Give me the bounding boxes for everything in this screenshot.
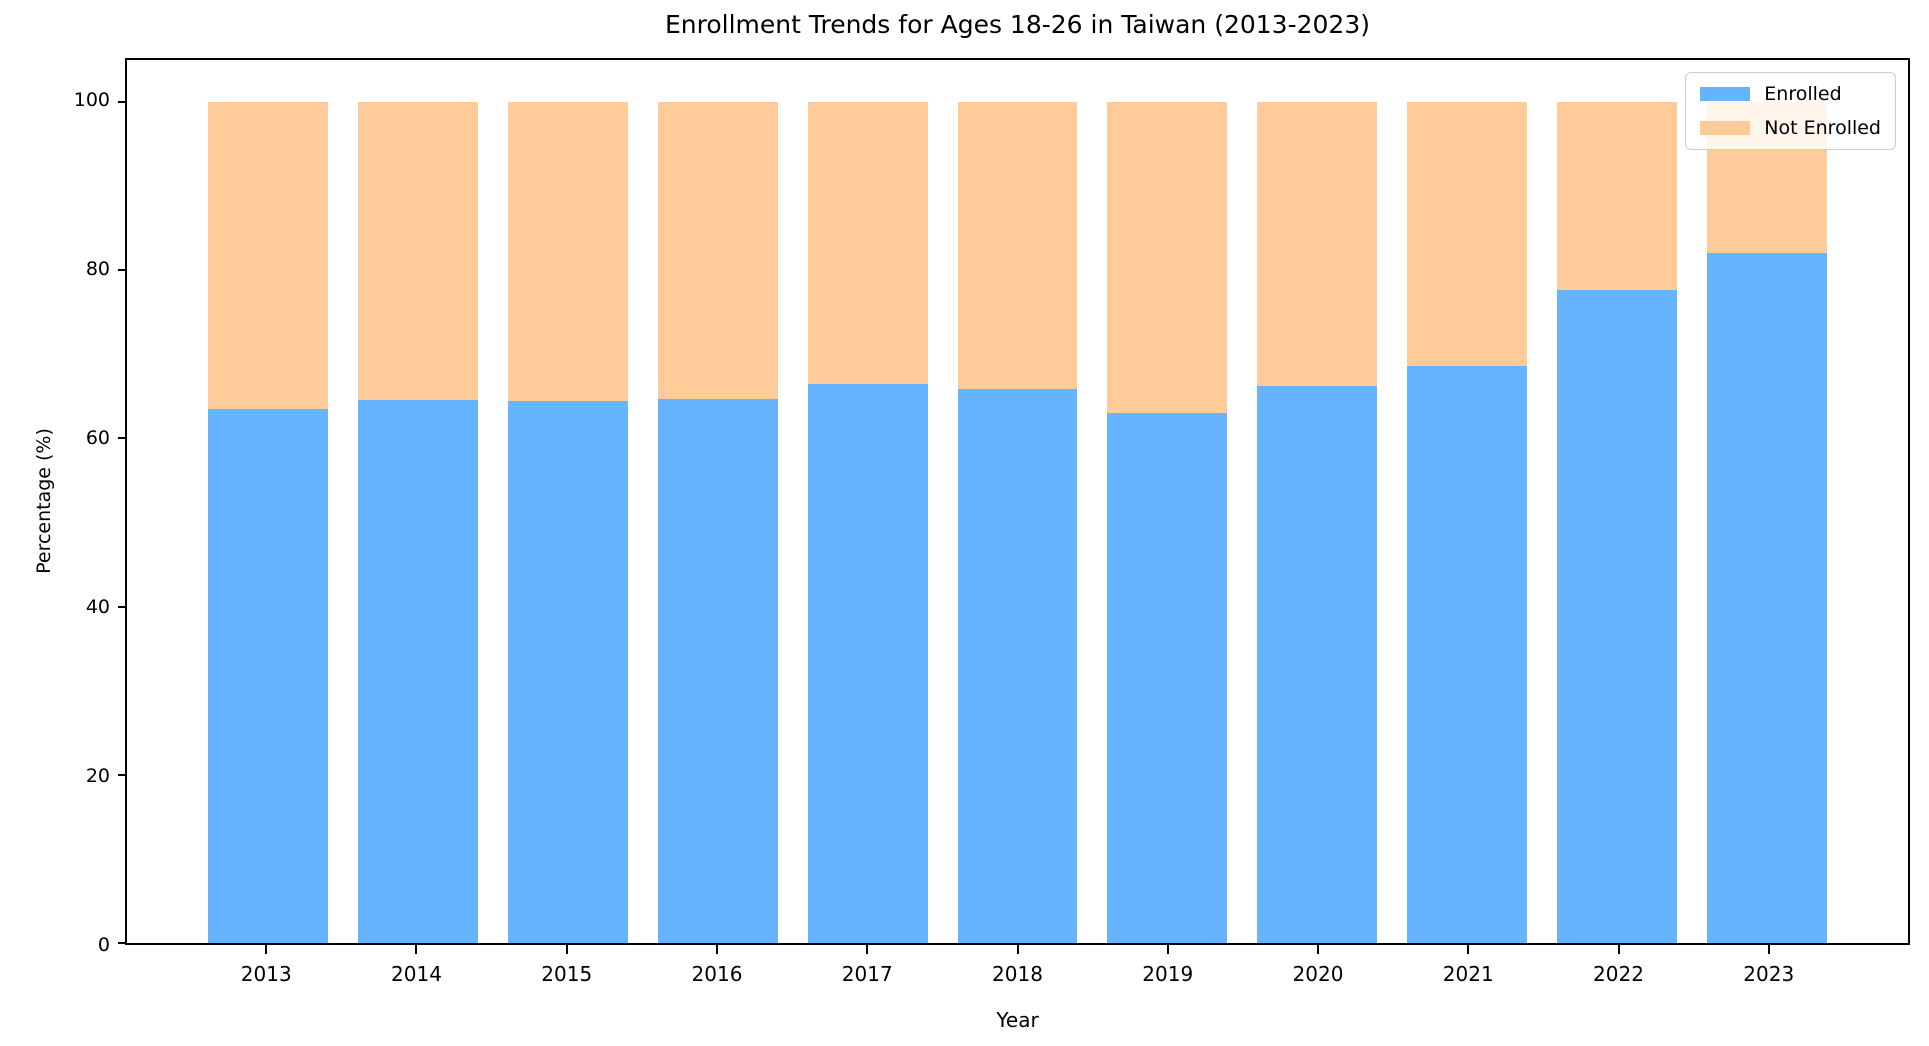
y-tick-mark-40 [118, 605, 127, 608]
chart-title: Enrollment Trends for Ages 18-26 in Taiw… [665, 10, 1370, 39]
bar-2020-enrolled [1257, 386, 1378, 943]
bar-2015-not-enrolled [507, 102, 628, 401]
x-tick-label-2013: 2013 [240, 962, 292, 986]
bar-2018-not-enrolled [957, 102, 1078, 389]
x-tick-label-2014: 2014 [391, 962, 442, 986]
x-tick-label-2021: 2021 [1442, 962, 1494, 986]
bar-2013-not-enrolled [207, 102, 328, 409]
y-tick-label-20: 20 [85, 765, 110, 788]
x-tick-mark-2017 [866, 945, 869, 954]
y-tick-label-100: 100 [73, 89, 110, 112]
x-tick-mark-2023 [1767, 945, 1770, 954]
bar-2017-enrolled [807, 383, 928, 943]
bar-2021-not-enrolled [1407, 102, 1528, 367]
bar-2022-not-enrolled [1557, 102, 1678, 291]
legend: Enrolled Not Enrolled [1685, 72, 1896, 150]
x-tick-label-2023: 2023 [1743, 962, 1795, 986]
legend-label: Enrolled [1764, 83, 1842, 105]
y-tick-mark-80 [118, 269, 127, 272]
y-tick-label-80: 80 [85, 258, 110, 281]
x-tick-label-2017: 2017 [841, 962, 893, 986]
bar-2014-not-enrolled [357, 102, 478, 400]
bar-2017-not-enrolled [807, 102, 928, 384]
bar-2016-enrolled [657, 398, 778, 943]
x-tick-mark-2014 [415, 945, 418, 954]
x-tick-label-2020: 2020 [1292, 962, 1344, 986]
bar-2019-enrolled [1107, 413, 1228, 943]
y-tick-mark-60 [118, 437, 127, 440]
y-tick-mark-0 [118, 942, 127, 944]
bar-2018-enrolled [957, 388, 1078, 943]
legend-item-not-enrolled: Not Enrolled [1700, 117, 1881, 139]
bar-2019-not-enrolled [1107, 102, 1228, 414]
y-tick-mark-100 [118, 101, 127, 104]
y-tick-label-60: 60 [85, 427, 110, 450]
legend-item-enrolled: Enrolled [1700, 83, 1881, 105]
x-tick-mark-2021 [1467, 945, 1470, 954]
legend-label: Not Enrolled [1764, 117, 1881, 139]
legend-swatch-icon [1700, 121, 1751, 135]
x-tick-label-2018: 2018 [992, 962, 1043, 986]
x-tick-mark-2022 [1617, 945, 1620, 954]
y-tick-label-0: 0 [97, 934, 110, 956]
plot-area: Enrolled Not Enrolled [118, 58, 1910, 945]
x-tick-mark-2016 [715, 945, 718, 954]
bar-2023-enrolled [1707, 252, 1828, 943]
bar-2015-enrolled [507, 400, 628, 943]
legend-swatch-icon [1700, 87, 1751, 101]
x-tick-label-2022: 2022 [1593, 962, 1644, 986]
x-tick-label-2016: 2016 [691, 962, 743, 986]
x-tick-label-2015: 2015 [541, 962, 593, 986]
x-tick-label-2019: 2019 [1142, 962, 1194, 986]
x-tick-mark-2019 [1166, 945, 1169, 954]
x-tick-mark-2018 [1016, 945, 1019, 954]
x-tick-mark-2020 [1317, 945, 1319, 954]
bar-2020-not-enrolled [1257, 102, 1378, 387]
bar-2021-enrolled [1407, 366, 1528, 943]
bar-2014-enrolled [357, 399, 478, 943]
x-tick-mark-2015 [565, 945, 568, 954]
x-tick-mark-2013 [265, 945, 268, 954]
bar-2016-not-enrolled [657, 102, 778, 399]
x-axis-label: Year [996, 1008, 1039, 1032]
y-tick-label-40: 40 [85, 596, 110, 619]
bar-2013-enrolled [207, 409, 328, 943]
bar-2022-enrolled [1557, 290, 1678, 943]
y-tick-mark-20 [118, 773, 127, 776]
